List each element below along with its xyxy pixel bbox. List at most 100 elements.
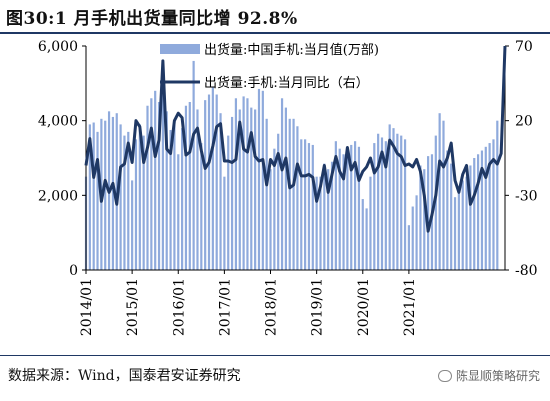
- bar: [484, 146, 487, 270]
- y-left-tick-label: 6,000: [38, 39, 78, 55]
- bar: [131, 180, 134, 270]
- bar: [419, 165, 422, 270]
- bar: [173, 124, 176, 271]
- bar: [280, 98, 284, 271]
- bar: [211, 87, 214, 270]
- bar: [311, 144, 314, 270]
- legend: 出货量:中国手机:当月值(万部) 出货量:手机:当月同比（右）: [160, 42, 379, 91]
- watermark: 陈显顺策略研究: [437, 367, 540, 384]
- bar: [330, 161, 334, 270]
- bar: [257, 88, 261, 271]
- bar: [373, 143, 376, 270]
- bar: [104, 120, 107, 270]
- bar: [238, 109, 241, 270]
- wechat-icon: [437, 369, 452, 382]
- bar: [388, 124, 391, 271]
- source-divider: [0, 355, 550, 356]
- line-path: [84, 45, 507, 233]
- bar: [177, 154, 180, 270]
- legend-swatch-bar: [160, 44, 200, 54]
- bar: [111, 116, 115, 271]
- bar: [411, 206, 414, 270]
- bar: [234, 98, 238, 271]
- bar: [323, 163, 326, 270]
- bar: [369, 176, 372, 270]
- bar: [246, 98, 249, 271]
- bar: [361, 199, 364, 270]
- bar: [473, 158, 476, 270]
- bar: [492, 139, 495, 270]
- bar: [307, 143, 311, 270]
- bar: [254, 109, 257, 270]
- bar: [380, 137, 384, 270]
- bar: [350, 144, 353, 270]
- bar: [480, 150, 484, 270]
- tick-labels: 0 2,000 4,000 6,000 -80 -30 20 70 2014/01 2015/01…: [38, 39, 538, 336]
- bar: [496, 120, 499, 270]
- bar: [288, 118, 291, 270]
- bar: [284, 107, 287, 270]
- bar: [96, 131, 99, 270]
- bar: [207, 94, 211, 270]
- bar: [165, 111, 168, 270]
- bar: [469, 165, 472, 270]
- bar: [138, 124, 141, 271]
- bar: [450, 163, 453, 270]
- bar: [423, 169, 426, 270]
- bar: [400, 135, 403, 270]
- bar: [365, 208, 368, 270]
- y-right-tick-label: -80: [515, 263, 538, 279]
- bar: [438, 113, 441, 270]
- bar: [300, 139, 303, 270]
- bar: [342, 154, 345, 270]
- x-tick-label: 2020/01: [356, 278, 372, 336]
- y-right-tick-label: -30: [515, 188, 538, 204]
- source-note: 数据来源：Wind，国泰君安证券研究: [8, 368, 241, 384]
- bar: [123, 135, 126, 270]
- line-series: [84, 45, 507, 233]
- x-tick-label: 2019/01: [310, 278, 326, 336]
- bar: [327, 169, 330, 270]
- bar: [396, 133, 399, 270]
- bar: [377, 133, 380, 270]
- bar: [181, 128, 184, 270]
- bar: [192, 60, 195, 271]
- bar: [465, 176, 468, 270]
- x-tick-label: 2018/01: [264, 278, 280, 336]
- bar: [242, 96, 245, 271]
- bar: [384, 141, 387, 270]
- bar: [346, 154, 349, 270]
- bar: [407, 225, 410, 270]
- y-left-tick-label: 4,000: [38, 114, 78, 130]
- bar: [269, 169, 272, 270]
- y-right-tick-label: 70: [515, 39, 533, 55]
- legend-label-bar: 出货量:中国手机:当月值(万部): [204, 42, 379, 58]
- combo-chart: 0 2,000 4,000 6,000 -80 -30 20 70 2014/01 2015/01…: [38, 39, 538, 336]
- bar: [150, 98, 153, 271]
- bar: [461, 180, 464, 270]
- bar: [403, 139, 407, 270]
- bar: [315, 176, 318, 270]
- bar: [265, 118, 268, 270]
- bar: [219, 113, 222, 270]
- bar: [154, 90, 157, 270]
- x-tick-label: 2016/01: [171, 278, 187, 336]
- bar: [250, 107, 253, 270]
- bar: [200, 143, 203, 270]
- x-tick-label: 2017/01: [217, 278, 233, 336]
- bar: [338, 148, 341, 270]
- bar: [184, 105, 188, 270]
- bar: [357, 146, 361, 270]
- title-divider: [0, 32, 550, 34]
- bar: [215, 94, 218, 270]
- y-right-tick-label: 20: [515, 114, 533, 130]
- bar: [442, 120, 445, 270]
- bar: [304, 139, 307, 270]
- y-left-tick-label: 2,000: [38, 188, 78, 204]
- bar: [161, 87, 164, 270]
- bar: [277, 133, 280, 270]
- x-tick-label: 2021/01: [402, 278, 418, 336]
- bar: [88, 124, 91, 271]
- bar: [188, 102, 191, 270]
- chart-title: 图30:1 月手机出货量同比增 92.8%: [6, 9, 298, 29]
